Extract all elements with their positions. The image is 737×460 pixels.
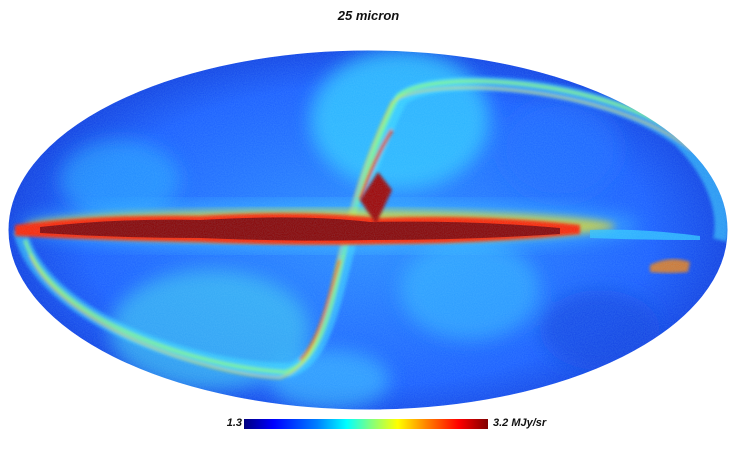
noise-texture (8, 50, 728, 410)
map-border (7, 49, 729, 411)
figure-title: 25 micron (337, 8, 400, 23)
colorbar-max-label: 3.2 MJy/sr (493, 417, 547, 429)
colorbar-gradient (244, 419, 488, 429)
colorbar: 1.3 3.2 MJy/sr (0, 415, 737, 435)
colorbar-min-label: 1.3 (226, 417, 242, 429)
